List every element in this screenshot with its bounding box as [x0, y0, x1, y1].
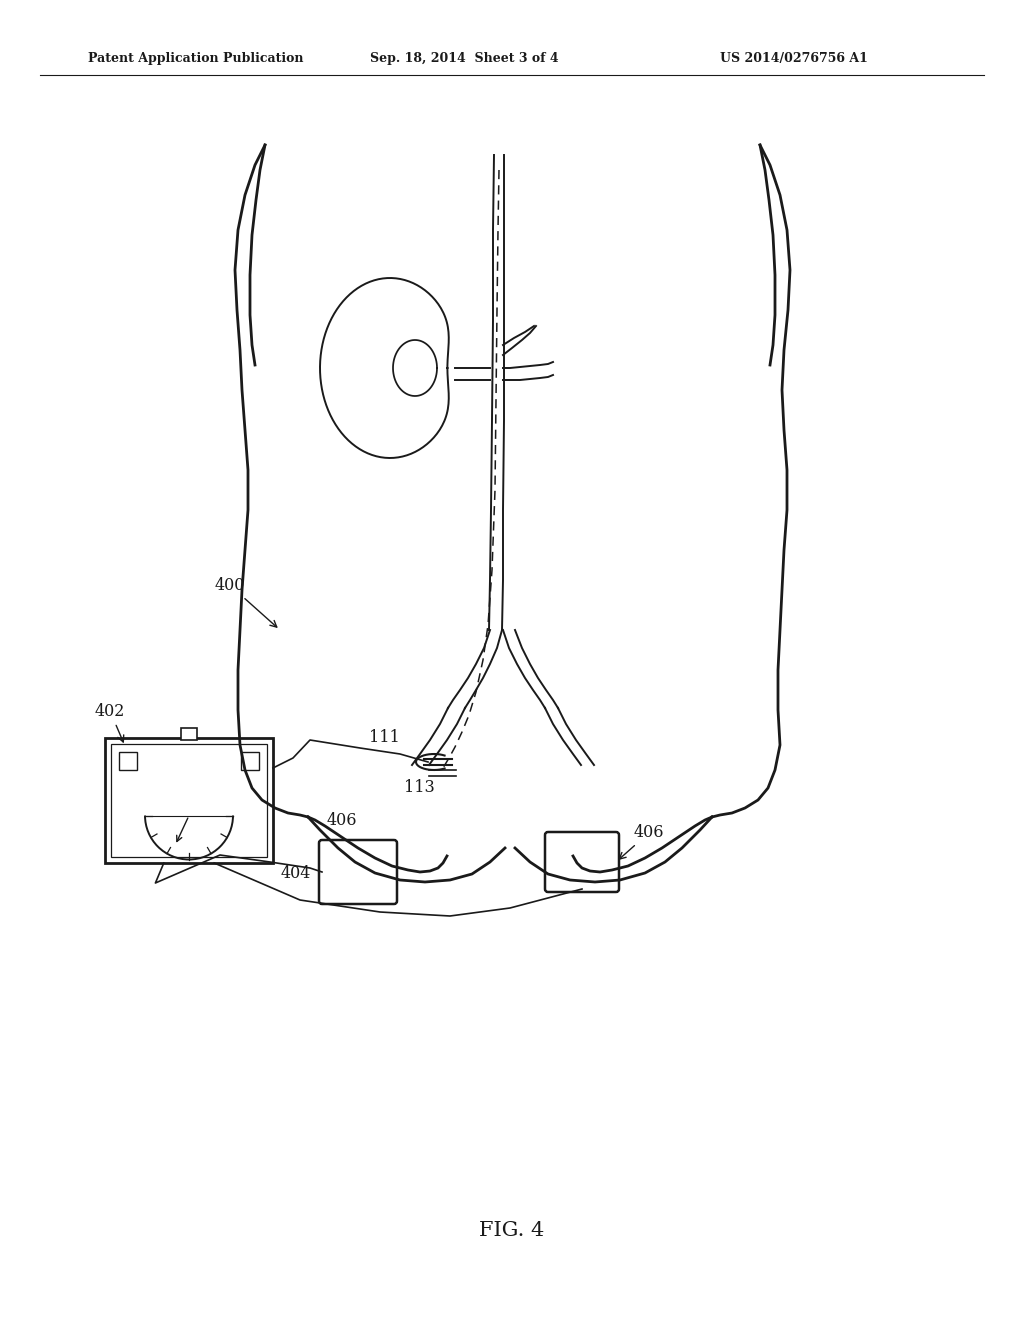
Bar — [105, 738, 273, 863]
Text: Patent Application Publication: Patent Application Publication — [88, 51, 303, 65]
FancyBboxPatch shape — [545, 832, 618, 892]
Bar — [241, 752, 259, 770]
Bar — [181, 729, 197, 741]
FancyBboxPatch shape — [319, 840, 397, 904]
Text: 406: 406 — [327, 812, 357, 829]
Text: 404: 404 — [281, 865, 311, 882]
Text: 402: 402 — [95, 704, 125, 742]
Text: 113: 113 — [404, 779, 435, 796]
Text: 400: 400 — [215, 577, 276, 627]
Bar — [111, 744, 267, 857]
Text: Sep. 18, 2014  Sheet 3 of 4: Sep. 18, 2014 Sheet 3 of 4 — [370, 51, 559, 65]
Text: US 2014/0276756 A1: US 2014/0276756 A1 — [720, 51, 868, 65]
Text: 111: 111 — [369, 729, 399, 746]
Text: 406: 406 — [620, 824, 665, 859]
Text: FIG. 4: FIG. 4 — [479, 1221, 545, 1239]
Bar — [119, 752, 137, 770]
